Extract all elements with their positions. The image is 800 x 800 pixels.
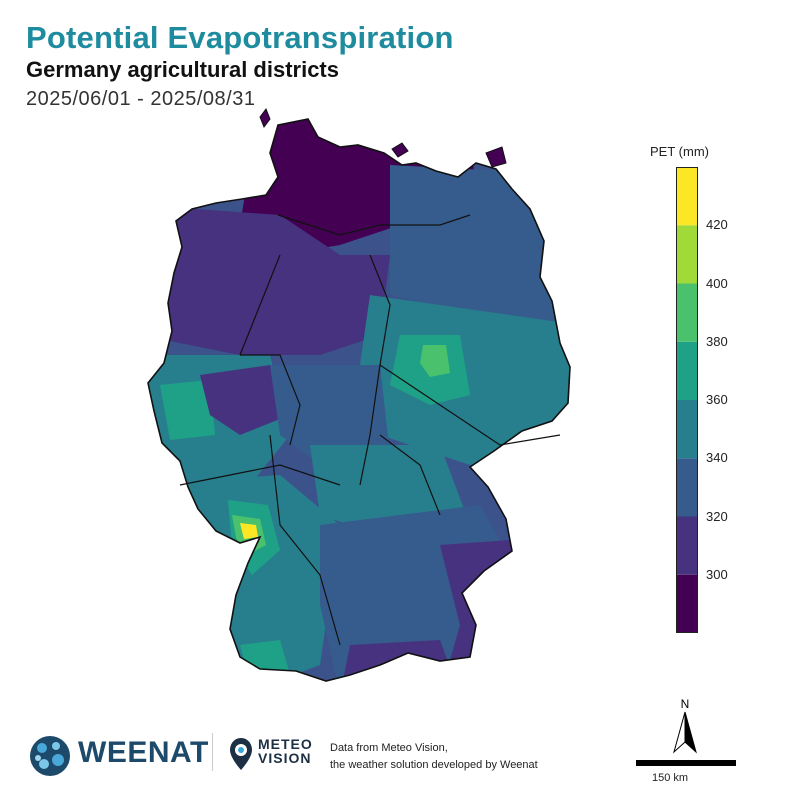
north-label: N — [681, 697, 690, 711]
region-hesse-low — [200, 365, 290, 435]
legend-tick-label: 380 — [706, 333, 728, 349]
legend-bin-<300 — [676, 574, 698, 633]
region-alps-low — [340, 640, 460, 681]
legend-tick-label: 340 — [706, 450, 728, 466]
legend-colorbar — [676, 167, 698, 633]
meteovision-pin-icon — [230, 738, 252, 770]
legend-bin-340-360 — [676, 400, 698, 459]
region-rhine-hotspot — [240, 523, 258, 539]
region-northwest — [148, 205, 390, 355]
island-north — [259, 107, 271, 129]
legend-bin-320-340 — [676, 458, 698, 517]
data-credit: Data from Meteo Vision, the weather solu… — [330, 740, 538, 774]
legend-tick-label: 420 — [706, 217, 728, 233]
legend-bin-400-420 — [676, 225, 698, 284]
map-subtitle: Germany agricultural districts — [26, 57, 339, 82]
meteovision-wordmark: METEO VISION — [258, 737, 313, 765]
north-arrow-icon: N — [673, 697, 697, 754]
legend-tick-label: 300 — [706, 566, 728, 582]
meteovision-line1: METEO — [258, 736, 313, 752]
legend-bin-360-380 — [676, 341, 698, 400]
legend-tick-label: 400 — [706, 275, 728, 291]
island-rugen — [485, 146, 507, 168]
legend-bin-380-400 — [676, 283, 698, 342]
weenat-globe-icon — [30, 736, 70, 776]
meteovision-line2: VISION — [258, 750, 312, 766]
credit-line2: the weather solution developed by Weenat — [330, 759, 538, 771]
scale-label: 150 km — [652, 772, 689, 784]
scale-bar — [636, 760, 736, 766]
legend-border — [676, 167, 698, 633]
legend-title: PET (mm) — [650, 144, 709, 159]
weenat-wordmark: WEENAT — [78, 736, 209, 769]
state-borders — [179, 214, 561, 646]
legend-bin-300-320 — [676, 516, 698, 575]
legend-bin->420 — [676, 167, 698, 226]
region-saxony-hotspot — [420, 345, 450, 377]
germany-map — [147, 107, 571, 682]
footer-divider — [212, 733, 213, 771]
legend-tick-label: 320 — [706, 508, 728, 524]
island-fehmarn — [391, 142, 409, 158]
legend-tick-label: 360 — [706, 392, 728, 407]
region-southeast — [440, 535, 570, 681]
region-center — [270, 365, 390, 465]
map-title: Potential Evapotranspiration — [26, 20, 454, 55]
region-westphalia-hot — [160, 380, 215, 440]
date-range: 2025/06/01 - 2025/08/31 — [26, 88, 256, 110]
credit-line1: Data from Meteo Vision, — [330, 742, 448, 754]
